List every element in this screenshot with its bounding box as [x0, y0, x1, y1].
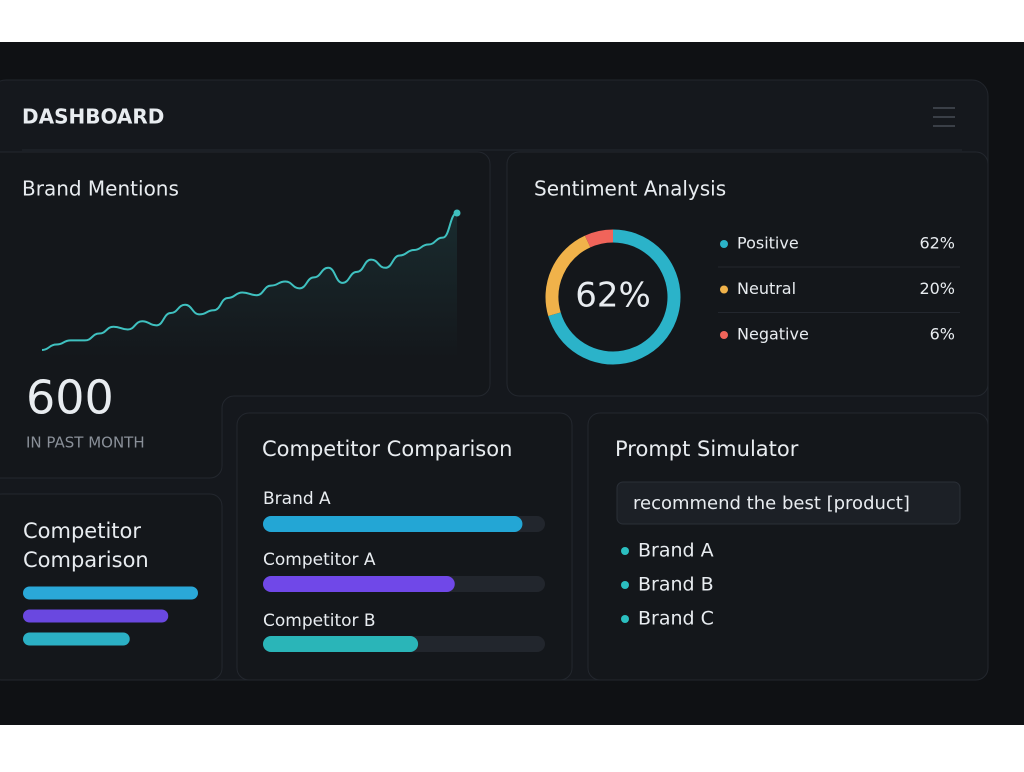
result-item: Brand C [638, 608, 714, 630]
bar [263, 576, 455, 592]
big-number: 600 [26, 371, 114, 425]
result-dot [621, 547, 629, 555]
bar [263, 636, 419, 652]
legend-label: Negative [737, 325, 809, 344]
donut-segment [545, 235, 591, 317]
legend-dot [720, 331, 728, 339]
result-item: Brand B [638, 574, 714, 596]
caption: IN PAST MONTH [26, 434, 145, 452]
bar-label: Competitor B [263, 611, 376, 631]
legend-dot [720, 285, 728, 294]
card-title: Prompt Simulator [615, 437, 799, 461]
donut-center-label: 62% [575, 276, 651, 316]
legend-value: 6% [930, 325, 955, 344]
bar-label: Brand A [263, 489, 331, 509]
result-dot [621, 581, 629, 589]
sentiment-card [506, 151, 989, 397]
bar [23, 609, 169, 623]
bar [263, 516, 523, 532]
result-item: Brand A [638, 540, 714, 562]
card-title: Brand Mentions [22, 177, 179, 201]
prompt-text[interactable]: recommend the best [product] [633, 493, 910, 514]
card-title: Competitor [23, 519, 141, 543]
bar [23, 586, 198, 600]
bar-label: Competitor A [263, 550, 376, 570]
result-dot [621, 615, 629, 623]
donut-segment [584, 229, 614, 248]
card-title: Sentiment Analysis [534, 177, 726, 201]
donut-segment [548, 229, 681, 365]
legend-dot [720, 240, 728, 248]
competitor-card [236, 412, 573, 681]
card-title: Comparison [23, 548, 149, 572]
bar [23, 632, 130, 646]
legend-value: 20% [919, 279, 955, 298]
prompt-card [587, 412, 989, 681]
card-title: Competitor Comparison [262, 437, 512, 461]
legend-label: Positive [737, 234, 799, 253]
line [41, 212, 458, 351]
dashboard-title: DASHBOARD [22, 105, 164, 129]
legend-value: 62% [919, 234, 955, 253]
legend-label: Neutral [737, 279, 796, 298]
menu-icon[interactable] [933, 107, 955, 127]
prompt-input[interactable] [616, 481, 961, 525]
line-end-dot [453, 209, 461, 217]
